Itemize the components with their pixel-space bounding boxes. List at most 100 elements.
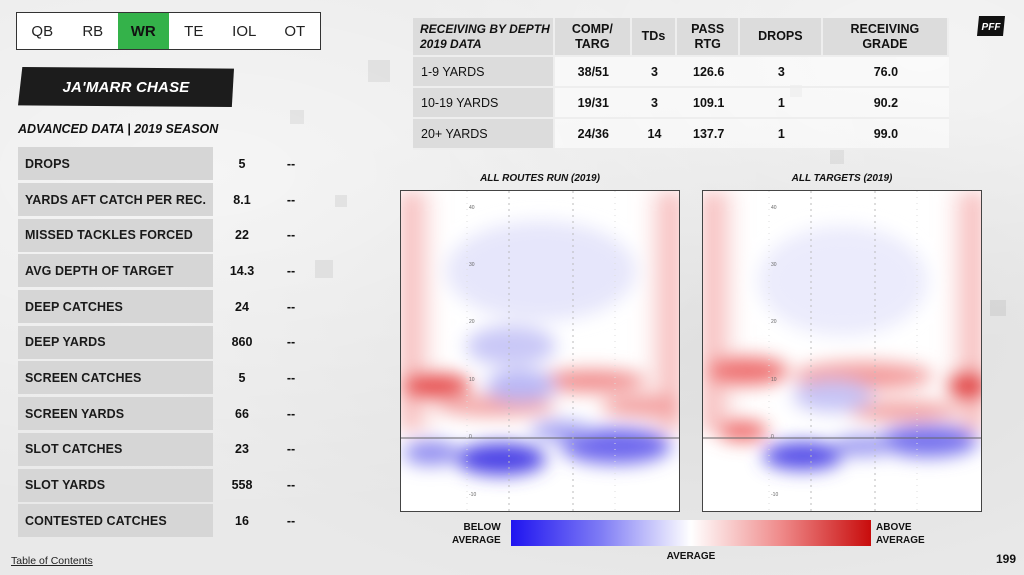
legend-below-average: BELOW AVERAGE <box>452 521 501 547</box>
stat-label: SLOT CATCHES <box>18 432 213 466</box>
tab-te[interactable]: TE <box>184 22 204 40</box>
column-header-line1: TDs <box>641 29 666 43</box>
table-cell: 24/36 <box>555 119 632 150</box>
legend-above-line2: AVERAGE <box>876 535 925 546</box>
stat-row-slot-catches: SLOT CATCHES 23 -- <box>18 432 318 468</box>
column-header: DROPS <box>739 18 823 57</box>
yard-label: 30 <box>469 262 475 268</box>
column-header-line2: RTG <box>694 36 721 51</box>
table-cell: 3 <box>739 57 823 88</box>
heatmap-all-targets: 40 30 20 10 0 -10 <box>702 190 982 512</box>
table-cell: 109.1 <box>677 88 740 119</box>
stat-label: CONTESTED CATCHES <box>18 504 213 538</box>
yard-label: -10 <box>469 492 476 498</box>
stat-row-screen-catches: SCREEN CATCHES 5 -- <box>18 360 318 396</box>
stat-row-deep-yards: DEEP YARDS 860 -- <box>18 324 318 360</box>
stat-extra: -- <box>286 228 296 243</box>
stat-extra: -- <box>286 299 296 314</box>
legend-below-line1: BELOW <box>463 522 501 533</box>
stat-value: 5 <box>238 370 246 385</box>
stat-row-contested-catches: CONTESTED CATCHES 16 -- <box>18 503 318 539</box>
row-label: 1-9 YARDS <box>413 57 555 88</box>
yard-label: -10 <box>771 492 778 498</box>
stat-extra: -- <box>286 192 296 207</box>
column-header-line2: GRADE <box>862 36 908 51</box>
table-title-line1: RECEIVING BY DEPTH <box>420 21 550 36</box>
heatmap-routes-svg: 40 30 20 10 0 -10 <box>401 191 679 511</box>
legend-average-label: AVERAGE <box>666 551 716 562</box>
stat-value: 8.1 <box>233 192 251 207</box>
stat-label: SLOT YARDS <box>18 468 213 502</box>
stat-value: 24 <box>235 299 249 314</box>
stat-extra: -- <box>286 335 296 350</box>
table-cell: 1 <box>739 119 823 150</box>
pff-logo-text: PFF <box>982 22 1002 33</box>
table-cell: 137.7 <box>677 119 740 150</box>
stat-value: 860 <box>231 335 253 350</box>
stat-value: 5 <box>238 156 246 171</box>
pff-logo: PFF <box>977 16 1005 36</box>
stat-extra: -- <box>286 478 296 493</box>
table-of-contents-link[interactable]: Table of Contents <box>11 555 93 567</box>
stat-value: 22 <box>235 228 249 243</box>
table-cell: 14 <box>631 119 678 150</box>
stat-label: AVG DEPTH OF TARGET <box>18 254 213 288</box>
stat-value: 16 <box>235 513 249 528</box>
tab-iol[interactable]: IOL <box>232 22 257 40</box>
legend-above-line1: ABOVE <box>876 522 912 533</box>
stat-row-screen-yards: SCREEN YARDS 66 -- <box>18 396 318 432</box>
row-label: 20+ YARDS <box>413 119 555 150</box>
table-cell: 3 <box>631 88 678 119</box>
stat-value: 66 <box>235 406 249 421</box>
stat-extra: -- <box>286 263 296 278</box>
stat-extra: -- <box>286 513 296 528</box>
heatmap-routes-title: ALL ROUTES RUN (2019) <box>480 173 600 184</box>
table-cell: 76.0 <box>822 57 949 88</box>
stat-label: SCREEN CATCHES <box>18 361 213 395</box>
stat-value: 558 <box>231 478 253 493</box>
tab-ot[interactable]: OT <box>284 22 306 40</box>
stat-row-slot-yards: SLOT YARDS 558 -- <box>18 467 318 503</box>
tab-rb[interactable]: RB <box>82 22 104 40</box>
stat-label: SCREEN YARDS <box>18 397 213 431</box>
table-header-row: RECEIVING BY DEPTH 2019 DATA COMP/TARG T… <box>413 18 949 57</box>
column-header: COMP/TARG <box>555 18 632 57</box>
stat-label: DROPS <box>18 147 213 181</box>
heatmap-routes-run: 40 30 20 10 0 -10 <box>400 190 680 512</box>
stat-extra: -- <box>286 156 296 171</box>
yard-label: 40 <box>469 205 475 211</box>
tab-qb[interactable]: QB <box>31 22 54 40</box>
legend-color-scale <box>511 520 871 546</box>
stat-value: 14.3 <box>229 263 255 278</box>
row-label: 10-19 YARDS <box>413 88 555 119</box>
yard-label: 20 <box>771 319 777 325</box>
column-header: PASS RTG <box>677 18 740 57</box>
yard-label: 0 <box>469 434 472 440</box>
table-title: RECEIVING BY DEPTH 2019 DATA <box>413 18 555 57</box>
stat-label: YARDS AFT CATCH PER REC. <box>18 183 213 217</box>
column-header-line2: TARG <box>575 36 610 51</box>
stat-row-missed-tackles: MISSED TACKLES FORCED 22 -- <box>18 217 318 253</box>
column-header: RECEIVING GRADE <box>822 18 949 57</box>
column-header-line1: DROPS <box>758 29 803 43</box>
column-header-line1: COMP/ <box>571 21 613 36</box>
yard-label: 10 <box>469 377 475 383</box>
stat-label: DEEP CATCHES <box>18 290 213 324</box>
yard-label: 10 <box>771 377 777 383</box>
stat-row-adot: AVG DEPTH OF TARGET 14.3 -- <box>18 253 318 289</box>
stat-extra: -- <box>286 370 296 385</box>
page-number: 199 <box>995 552 1016 566</box>
yard-label: 40 <box>771 205 777 211</box>
heatmap-targets-title: ALL TARGETS (2019) <box>791 173 893 184</box>
player-name-banner: JA'MARR CHASE <box>18 67 234 107</box>
table-cell: 1 <box>739 88 823 119</box>
stat-extra: -- <box>286 442 296 457</box>
stat-row-deep-catches: DEEP CATCHES 24 -- <box>18 289 318 325</box>
tab-wr[interactable]: WR <box>118 13 169 49</box>
stat-extra: -- <box>286 406 296 421</box>
stat-row-yac: YARDS AFT CATCH PER REC. 8.1 -- <box>18 182 318 218</box>
stat-value: 23 <box>235 442 249 457</box>
yard-label: 30 <box>771 262 777 268</box>
column-header-line1: PASS <box>691 21 725 36</box>
table-cell: 90.2 <box>822 88 949 119</box>
